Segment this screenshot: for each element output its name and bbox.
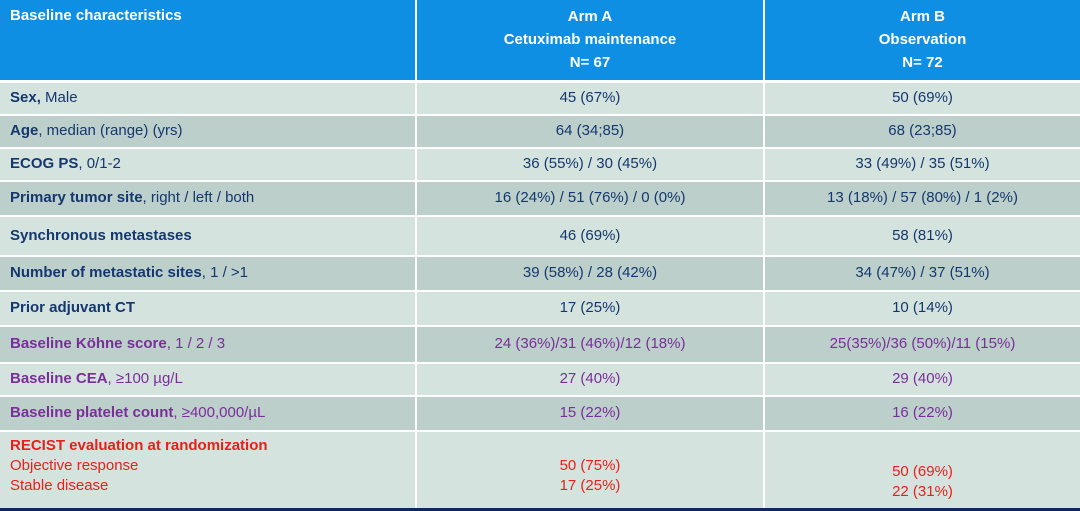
arm-a-title: Arm A [567,8,613,25]
row-label-rest: , right / left / both [142,189,255,206]
table-row-synchronous-metastases: Synchronous metastases 46 (69%) 58 (81%) [0,215,1080,257]
recist-title: RECIST evaluation at randomization [10,436,268,454]
header-baseline-characteristics: Baseline characteristics [0,0,417,83]
row-label: Baseline CEA, ≥100 µg/L [0,362,417,397]
arm-a-value: 46 (69%) [416,215,765,257]
arm-a-value: 17 (25%) [416,290,765,327]
arm-b-value: 50 (69%) [764,81,1080,116]
row-label-bold: Prior adjuvant CT [10,299,136,316]
table-row-baseline-cea: Baseline CEA, ≥100 µg/L 27 (40%) 29 (40%… [0,362,1080,397]
table-row-sex: Sex, Male 45 (67%) 50 (69%) [0,81,1080,116]
row-label-rest: , ≥100 µg/L [107,370,183,387]
row-label: Sex, Male [0,81,417,116]
arm-a-value: 64 (34;85) [416,114,765,149]
arm-a-n: N= 67 [569,54,611,71]
header-arm-a: Arm A Cetuximab maintenance N= 67 [416,0,765,83]
row-label-bold: Baseline CEA [10,370,108,387]
row-label-bold: Primary tumor site [10,189,143,206]
table-row-prior-adjuvant-ct: Prior adjuvant CT 17 (25%) 10 (14%) [0,290,1080,327]
row-label-bold: Synchronous metastases [10,226,192,244]
row-label-bold: ECOG PS [10,155,79,172]
arm-b-value: 33 (49%) / 35 (51%) [764,147,1080,182]
recist-arm-a-objective: 50 (75%) [559,456,621,474]
table-row-kohne-score: Baseline Köhne score, 1 / 2 / 3 24 (36%)… [0,325,1080,364]
arm-b-value: 10 (14%) [764,290,1080,327]
recist-arm-a-stable: 17 (25%) [559,476,621,494]
arm-a-treatment: Cetuximab maintenance [503,31,677,48]
arm-b-value: 29 (40%) [764,362,1080,397]
arm-a-value: 16 (24%) / 51 (76%) / 0 (0%) [416,180,765,217]
table-row-platelet-count: Baseline platelet count, ≥400,000/µL 15 … [0,395,1080,432]
row-label-rest: , 1 / 2 / 3 [166,335,226,352]
recist-arm-a: 50 (75%) 17 (25%) [416,430,765,511]
arm-b-title: Arm B [899,8,945,25]
row-label: Baseline Köhne score, 1 / 2 / 3 [0,325,417,364]
table-row-recist: RECIST evaluation at randomization Objec… [0,430,1080,511]
row-label: Prior adjuvant CT [0,290,417,327]
row-label: Number of metastatic sites, 1 / >1 [0,255,417,292]
row-label-rest: , median (range) (yrs) [38,122,183,139]
header-arm-b: Arm B Observation N= 72 [764,0,1080,83]
row-label: Baseline platelet count, ≥400,000/µL [0,395,417,432]
table-row-primary-tumor-site: Primary tumor site, right / left / both … [0,180,1080,217]
header-row: Baseline characteristics Arm A Cetuximab… [0,0,1080,83]
table-row-age: Age, median (range) (yrs) 64 (34;85) 68 … [0,114,1080,149]
row-label: Synchronous metastases [0,215,417,257]
row-label: Primary tumor site, right / left / both [0,180,417,217]
arm-a-value: 39 (58%) / 28 (42%) [416,255,765,292]
recist-arm-b: 50 (69%) 22 (31%) [764,430,1080,511]
arm-b-n: N= 72 [902,54,943,71]
table-row-ecog: ECOG PS, 0/1-2 36 (55%) / 30 (45%) 33 (4… [0,147,1080,182]
arm-a-value: 24 (36%)/31 (46%)/12 (18%) [416,325,765,364]
arm-b-value: 25(35%)/36 (50%)/11 (15%) [764,325,1080,364]
arm-b-value: 13 (18%) / 57 (80%) / 1 (2%) [764,180,1080,217]
row-label-rest: Male [40,89,78,107]
arm-a-value: 15 (22%) [416,395,765,432]
row-label: Age, median (range) (yrs) [0,114,417,149]
recist-label: RECIST evaluation at randomization Objec… [0,430,417,511]
row-label-bold: Baseline platelet count [10,404,174,421]
row-label-rest: , 1 / >1 [201,264,249,281]
arm-b-value: 34 (47%) / 37 (51%) [764,255,1080,292]
row-label: ECOG PS, 0/1-2 [0,147,417,182]
recist-objective-response: Objective response [10,456,139,474]
arm-b-value: 68 (23;85) [764,114,1080,149]
bottom-border [0,508,1080,511]
row-label-bold: Number of metastatic sites [10,264,202,281]
table-row-metastatic-sites: Number of metastatic sites, 1 / >1 39 (5… [0,255,1080,292]
row-label-bold: Baseline Köhne score [10,335,167,352]
arm-b-value: 58 (81%) [764,215,1080,257]
arm-a-value: 36 (55%) / 30 (45%) [416,147,765,182]
recist-stable-disease: Stable disease [10,476,109,494]
arm-a-value: 45 (67%) [416,81,765,116]
row-label-bold: Age [10,122,39,139]
recist-arm-b-objective: 50 (69%) [892,462,953,480]
row-label-rest: , 0/1-2 [78,155,121,172]
row-label-rest: , ≥400,000/µL [173,404,266,421]
arm-b-value: 16 (22%) [764,395,1080,432]
arm-a-value: 27 (40%) [416,362,765,397]
recist-arm-b-stable: 22 (31%) [892,482,953,500]
row-label-bold: Sex, [10,89,41,107]
arm-b-treatment: Observation [878,31,967,48]
